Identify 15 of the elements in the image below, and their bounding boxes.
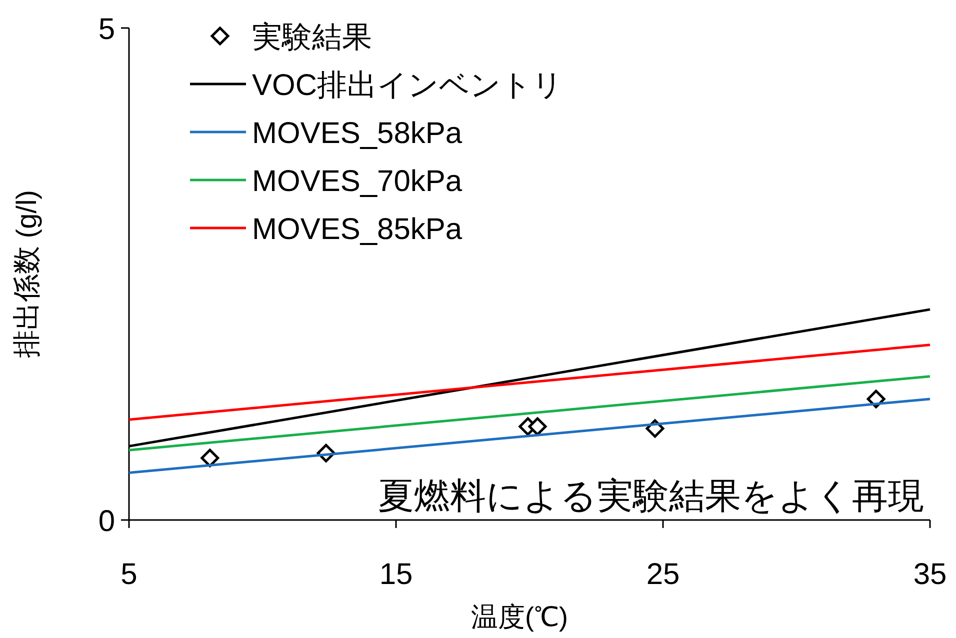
x-tick-label: 25 — [646, 558, 680, 591]
annotation: 夏燃料による実験結果をよく再現 — [378, 475, 924, 516]
legend-label: VOC排出インベントリ — [252, 69, 564, 102]
y-tick-label: 0 — [98, 505, 115, 538]
x-axis-title: 温度(℃) — [471, 602, 568, 632]
x-tick-label: 5 — [120, 558, 138, 591]
point — [528, 417, 547, 436]
legend-label: MOVES_70kPa — [252, 165, 462, 198]
legend-label: MOVES_85kPa — [252, 213, 462, 246]
legend-label: MOVES_58kPa — [252, 117, 462, 150]
point — [200, 448, 220, 468]
legend-label: 実験結果 — [252, 21, 372, 54]
x-tick-label: 15 — [379, 558, 413, 591]
y-axis-title: 排出係数 (g/l) — [11, 190, 42, 358]
x-tick-label: 35 — [913, 558, 947, 591]
